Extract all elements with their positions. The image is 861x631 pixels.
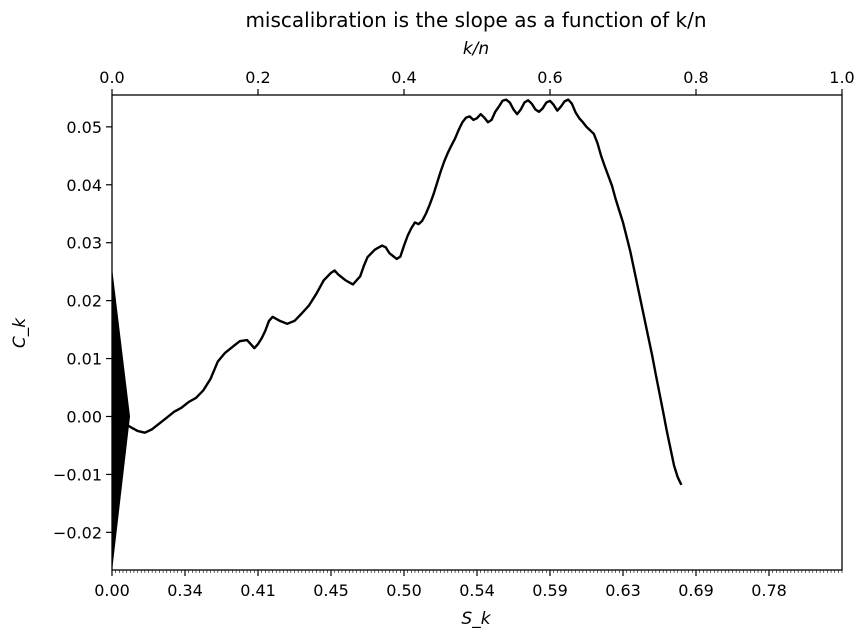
bottom-tick-label-7: 0.63 xyxy=(605,581,641,600)
plot-frame xyxy=(111,94,843,571)
bottom-tick-label-1: 0.34 xyxy=(167,581,203,600)
bottom-tick-label-5: 0.54 xyxy=(459,581,495,600)
bottom-tick-label-2: 0.41 xyxy=(240,581,276,600)
bottom-tick-label-3: 0.45 xyxy=(313,581,349,600)
series-line-0 xyxy=(111,98,683,486)
y-tick-label-0: 0.05 xyxy=(66,118,102,137)
top-axis-label: k/n xyxy=(463,39,489,59)
top-tick-label-1: 0.2 xyxy=(245,68,270,87)
y-tick-label-4: 0.01 xyxy=(66,350,102,369)
y-tick-label-6: −0.01 xyxy=(53,465,102,484)
bottom-tick-label-4: 0.50 xyxy=(386,581,422,600)
bottom-tick-label-6: 0.59 xyxy=(532,581,568,600)
chart-marks: 0.0 0.2 0.4 0.6 0.8 1.0 0.00 0.34 0.41 0.45 0.50 0.… xyxy=(53,68,855,600)
chart-title: miscalibration is the slope as a functio… xyxy=(245,8,706,32)
y-axis-label: C_k xyxy=(10,317,30,348)
top-tick-label-2: 0.4 xyxy=(391,68,416,87)
y-tick-label-5: 0.00 xyxy=(66,407,102,426)
x-axis-label: S_k xyxy=(461,609,491,629)
y-tick-label-1: 0.04 xyxy=(66,176,102,195)
wedge-polygon xyxy=(111,271,131,568)
top-tick-label-3: 0.6 xyxy=(537,68,562,87)
y-tick-label-2: 0.03 xyxy=(66,234,102,253)
y-tick-label-3: 0.02 xyxy=(66,292,102,311)
bottom-tick-label-0: 0.00 xyxy=(94,581,130,600)
top-tick-label-4: 0.8 xyxy=(683,68,708,87)
top-tick-label-0: 0.0 xyxy=(99,68,124,87)
top-tick-label-5: 1.0 xyxy=(829,68,854,87)
y-tick-label-7: −0.02 xyxy=(53,523,102,542)
bottom-tick-label-9: 0.78 xyxy=(751,581,787,600)
bottom-tick-label-8: 0.69 xyxy=(678,581,714,600)
